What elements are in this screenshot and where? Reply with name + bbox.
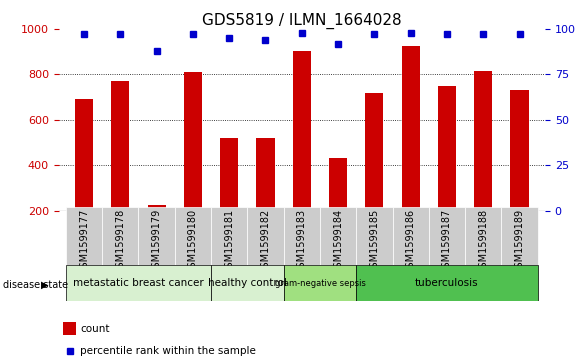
Text: tuberculosis: tuberculosis bbox=[415, 278, 479, 288]
Text: gram-negative sepsis: gram-negative sepsis bbox=[274, 279, 366, 287]
Text: GSM1599178: GSM1599178 bbox=[115, 209, 125, 274]
Text: GSM1599177: GSM1599177 bbox=[79, 209, 89, 274]
Text: GSM1599189: GSM1599189 bbox=[515, 209, 524, 274]
Bar bbox=[393, 207, 429, 265]
Bar bbox=[66, 207, 102, 265]
Text: count: count bbox=[80, 324, 110, 334]
Bar bbox=[429, 207, 465, 265]
Bar bbox=[401, 46, 420, 211]
Bar bbox=[184, 72, 202, 211]
Text: disease state: disease state bbox=[3, 280, 68, 290]
Bar bbox=[356, 265, 538, 301]
Bar bbox=[175, 207, 211, 265]
Bar bbox=[257, 138, 275, 211]
Bar bbox=[510, 90, 529, 211]
Bar bbox=[102, 207, 138, 265]
Title: GDS5819 / ILMN_1664028: GDS5819 / ILMN_1664028 bbox=[202, 13, 401, 29]
Bar bbox=[438, 86, 456, 211]
Bar bbox=[148, 205, 166, 211]
Bar bbox=[284, 207, 320, 265]
Bar bbox=[63, 322, 76, 335]
Text: GSM1599187: GSM1599187 bbox=[442, 209, 452, 274]
Bar bbox=[211, 207, 247, 265]
Bar bbox=[111, 81, 130, 211]
Bar bbox=[465, 207, 502, 265]
Text: GSM1599184: GSM1599184 bbox=[333, 209, 343, 274]
Bar bbox=[66, 265, 211, 301]
Text: GSM1599188: GSM1599188 bbox=[478, 209, 488, 274]
Text: GSM1599181: GSM1599181 bbox=[224, 209, 234, 274]
Bar bbox=[320, 207, 356, 265]
Text: GSM1599180: GSM1599180 bbox=[188, 209, 198, 274]
Bar bbox=[75, 99, 93, 211]
Bar bbox=[329, 158, 347, 211]
Text: healthy control: healthy control bbox=[208, 278, 287, 288]
Text: GSM1599186: GSM1599186 bbox=[406, 209, 415, 274]
Text: GSM1599183: GSM1599183 bbox=[297, 209, 307, 274]
Bar bbox=[502, 207, 538, 265]
Text: GSM1599182: GSM1599182 bbox=[261, 209, 271, 274]
Text: ▶: ▶ bbox=[40, 280, 48, 290]
Text: metastatic breast cancer: metastatic breast cancer bbox=[73, 278, 204, 288]
Bar bbox=[356, 207, 393, 265]
Bar bbox=[284, 265, 356, 301]
Bar bbox=[220, 138, 239, 211]
Text: GSM1599185: GSM1599185 bbox=[369, 209, 379, 274]
Text: percentile rank within the sample: percentile rank within the sample bbox=[80, 346, 256, 356]
Bar bbox=[293, 50, 311, 211]
Bar bbox=[474, 71, 492, 211]
Bar bbox=[365, 93, 383, 211]
Bar bbox=[138, 207, 175, 265]
Bar bbox=[247, 207, 284, 265]
Bar bbox=[211, 265, 284, 301]
Text: GSM1599179: GSM1599179 bbox=[152, 209, 162, 274]
